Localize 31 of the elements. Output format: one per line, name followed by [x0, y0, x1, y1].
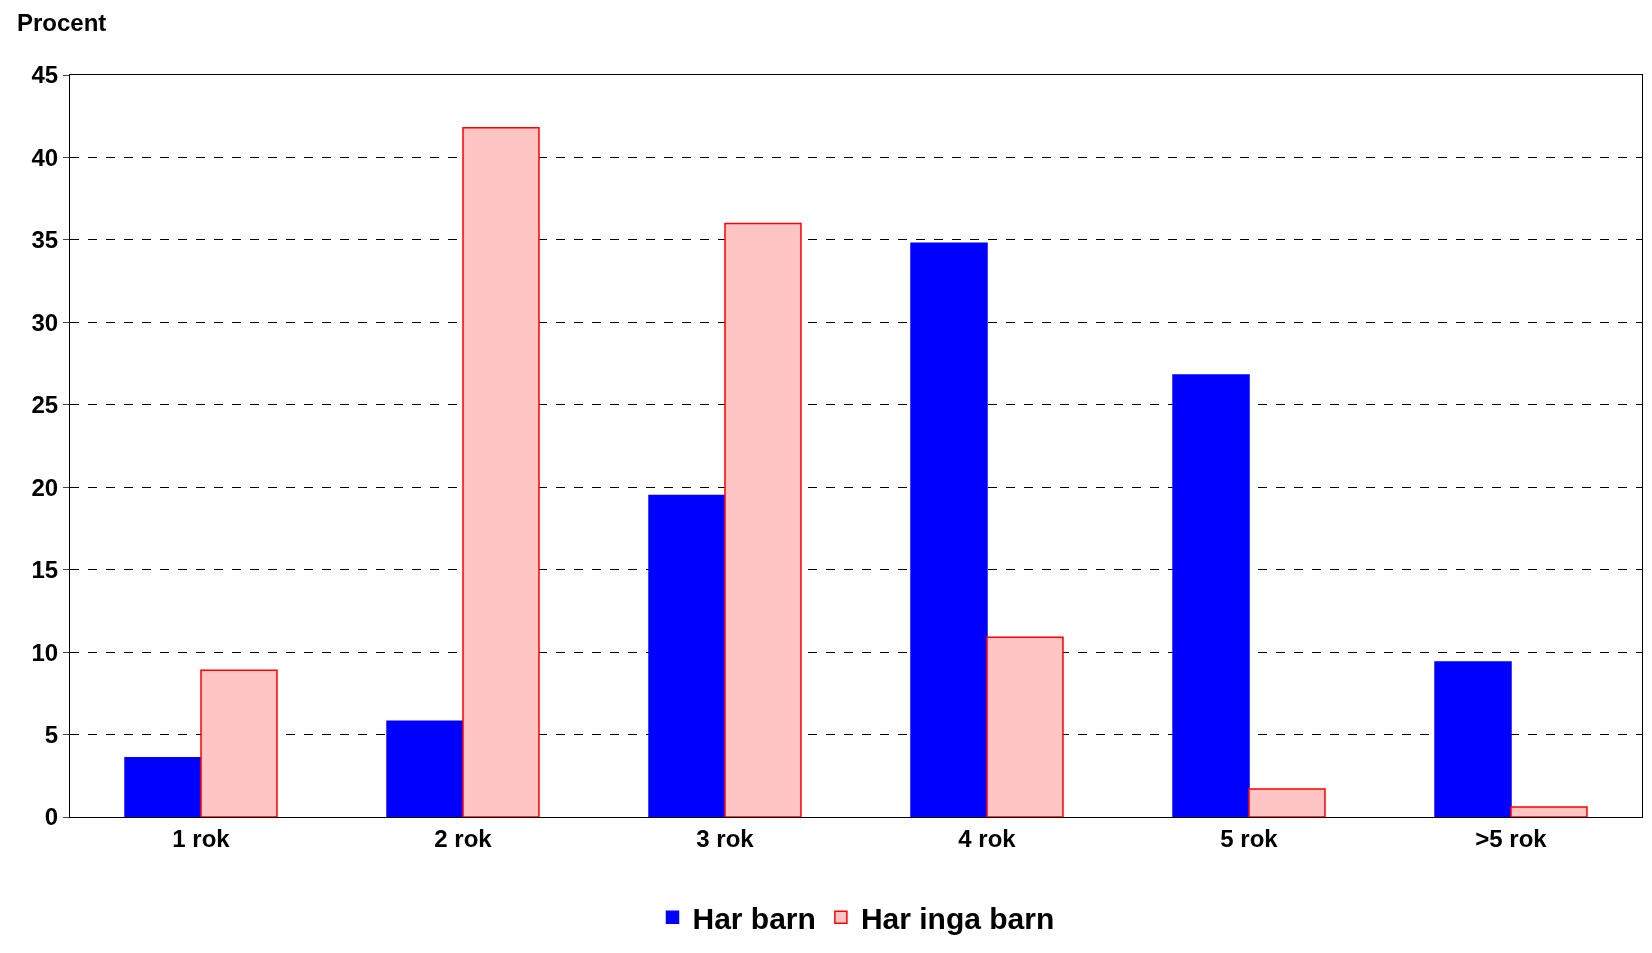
y-tick-label: 0 — [44, 803, 59, 831]
y-tick-label: 30 — [31, 308, 59, 336]
y-tick-label: 10 — [31, 638, 59, 666]
y-axis-title: Procent — [17, 9, 107, 36]
bar — [462, 127, 540, 817]
y-tick-label: 45 — [31, 61, 59, 89]
y-tick-label: 5 — [44, 720, 59, 748]
x-tick-label: 3 rok — [696, 824, 755, 852]
y-tick-label: 35 — [31, 226, 59, 254]
bar — [1510, 806, 1588, 817]
x-tick-label: >5 rok — [1475, 824, 1548, 852]
bar — [1434, 661, 1512, 817]
bar — [124, 756, 202, 817]
legend-label: Har barn — [692, 901, 816, 935]
x-tick-label: 2 rok — [434, 824, 493, 852]
bar — [1248, 788, 1326, 817]
y-tick-label: 20 — [31, 473, 59, 501]
bar — [648, 494, 726, 817]
bar — [1172, 374, 1250, 817]
y-tick-label: 15 — [31, 556, 59, 584]
bar — [910, 242, 988, 817]
x-tick-label: 4 rok — [958, 824, 1017, 852]
bar — [386, 720, 464, 817]
y-tick-label: 25 — [31, 391, 59, 419]
legend-label: Har inga barn — [860, 901, 1055, 935]
x-tick-label: 1 rok — [172, 824, 231, 852]
bar — [200, 669, 278, 817]
x-tick-label: 5 rok — [1220, 824, 1279, 852]
bar — [986, 636, 1064, 817]
y-tick-label: 40 — [31, 143, 59, 171]
bar — [724, 222, 802, 817]
